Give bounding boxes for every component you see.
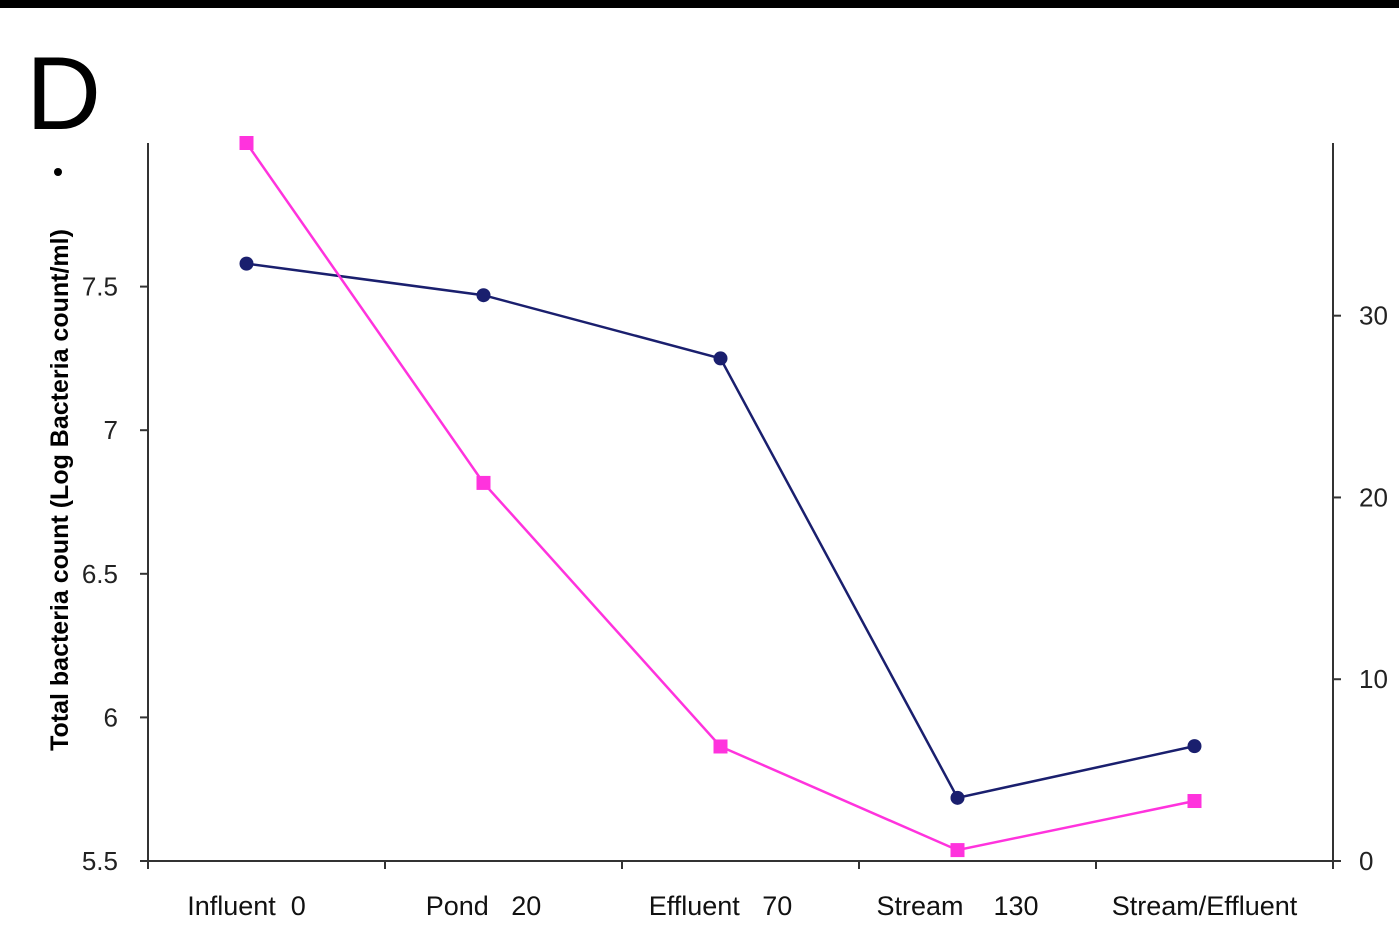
right-tick-label: 0: [1359, 846, 1373, 876]
left-tick-label: 7: [104, 415, 118, 445]
x-category-label: Effluent 70: [649, 891, 793, 921]
y-axis-title: Total bacteria count (Log Bacteria count…: [46, 229, 74, 751]
series-1-point: [950, 790, 965, 805]
series-2-point: [950, 843, 965, 858]
x-category-label: Stream/Effluent: [1112, 891, 1298, 921]
top-border: [0, 0, 1399, 8]
series-line-1: [246, 262, 1195, 800]
series-layer: [239, 136, 1202, 858]
panel-label: D: [26, 36, 102, 152]
series-1-point: [1187, 739, 1202, 754]
series-1-point: [239, 256, 254, 271]
series-1-point: [713, 351, 728, 366]
series-2-point: [1187, 794, 1202, 809]
x-category-label: Influent 0: [187, 891, 306, 921]
series-2-point: [239, 136, 254, 150]
right-tick-label: 30: [1359, 301, 1388, 331]
left-tick-label: 5.5: [82, 846, 118, 876]
left-tick-label: 6.5: [82, 559, 118, 589]
right-tick-label: 20: [1359, 482, 1388, 512]
series-2-point: [476, 475, 491, 490]
chart-axes: 5.5 6 6.5 7 7.5 0 10 20 30 Influent 0 Pond 20 Efflu…: [46, 143, 1388, 921]
x-category-label: Pond 20: [426, 891, 542, 921]
y-axis-title-marker: [54, 168, 62, 176]
left-tick-label: 6: [104, 702, 118, 732]
series-1-point: [476, 288, 491, 303]
x-category-label: Stream 130: [876, 891, 1038, 921]
right-tick-label: 10: [1359, 664, 1388, 694]
left-tick-label: 7.5: [82, 272, 118, 302]
series-2-point: [713, 739, 728, 754]
